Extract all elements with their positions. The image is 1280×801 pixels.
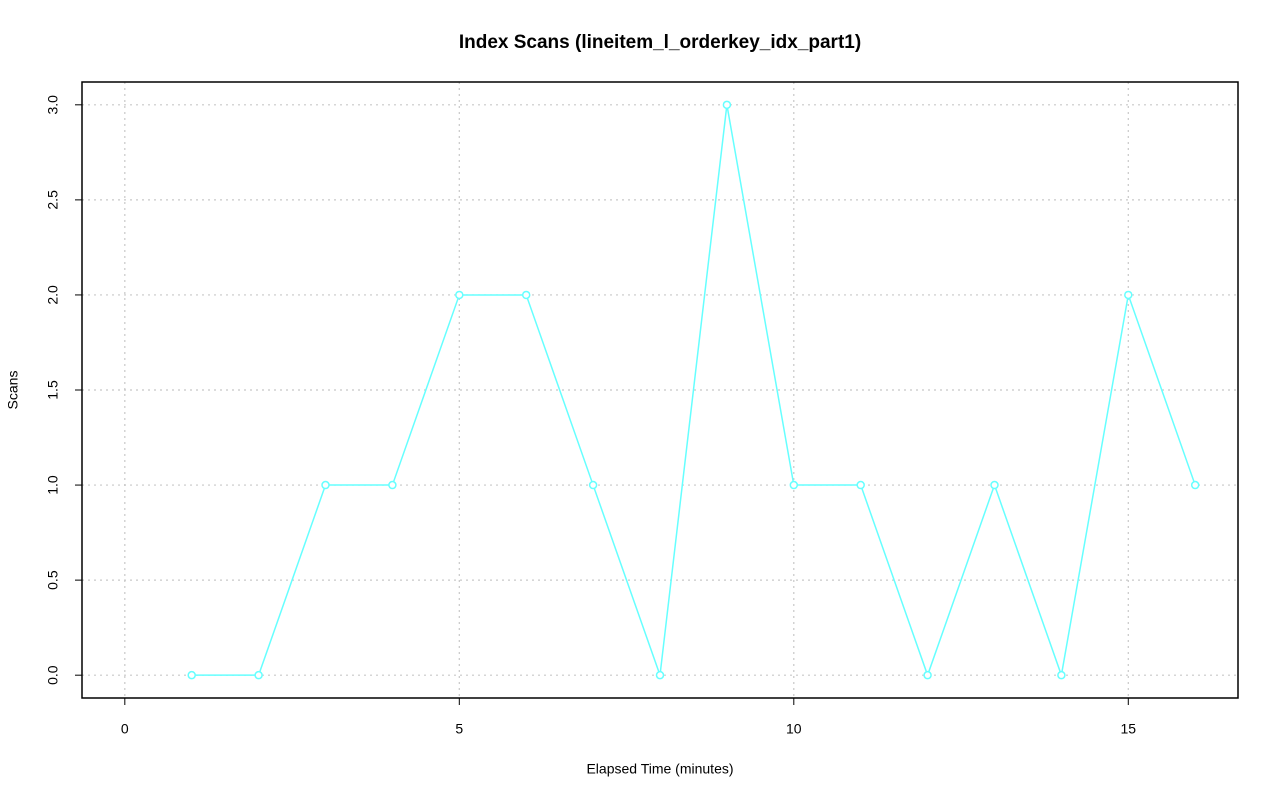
y-tick-label: 2.0: [45, 285, 61, 305]
data-point: [1057, 670, 1066, 680]
data-point: [187, 670, 196, 680]
x-tick-label: 10: [786, 721, 802, 737]
data-point: [990, 480, 999, 490]
data-point: [455, 290, 464, 300]
data-point: [388, 480, 397, 490]
data-point: [923, 670, 932, 680]
x-tick-label: 15: [1120, 721, 1136, 737]
plot-frame: [81, 81, 1239, 699]
x-axis-label: Elapsed Time (minutes): [586, 761, 733, 777]
data-point: [655, 670, 665, 680]
y-tick-label: 1.0: [45, 475, 61, 495]
series-line: [191, 104, 1196, 679]
chart-title: Index Scans (lineitem_l_orderkey_idx_par…: [459, 32, 861, 53]
data-point: [1190, 480, 1200, 490]
y-tick-label: 1.5: [45, 380, 61, 400]
y-tick-label: 0.5: [45, 570, 61, 590]
data-point: [789, 480, 799, 490]
data-point: [321, 480, 330, 490]
data-point: [1124, 290, 1133, 300]
data-point: [521, 290, 531, 300]
y-tick-label: 3.0: [45, 95, 61, 115]
y-tick-label: 0.0: [45, 665, 61, 685]
data-point: [254, 670, 263, 680]
x-tick-label: 0: [121, 721, 129, 737]
data-point: [722, 100, 732, 110]
y-tick-label: 2.5: [45, 190, 61, 210]
x-tick-label: 5: [455, 721, 463, 737]
y-axis-label: Scans: [5, 371, 21, 410]
data-point: [588, 480, 598, 490]
data-point: [856, 480, 865, 490]
